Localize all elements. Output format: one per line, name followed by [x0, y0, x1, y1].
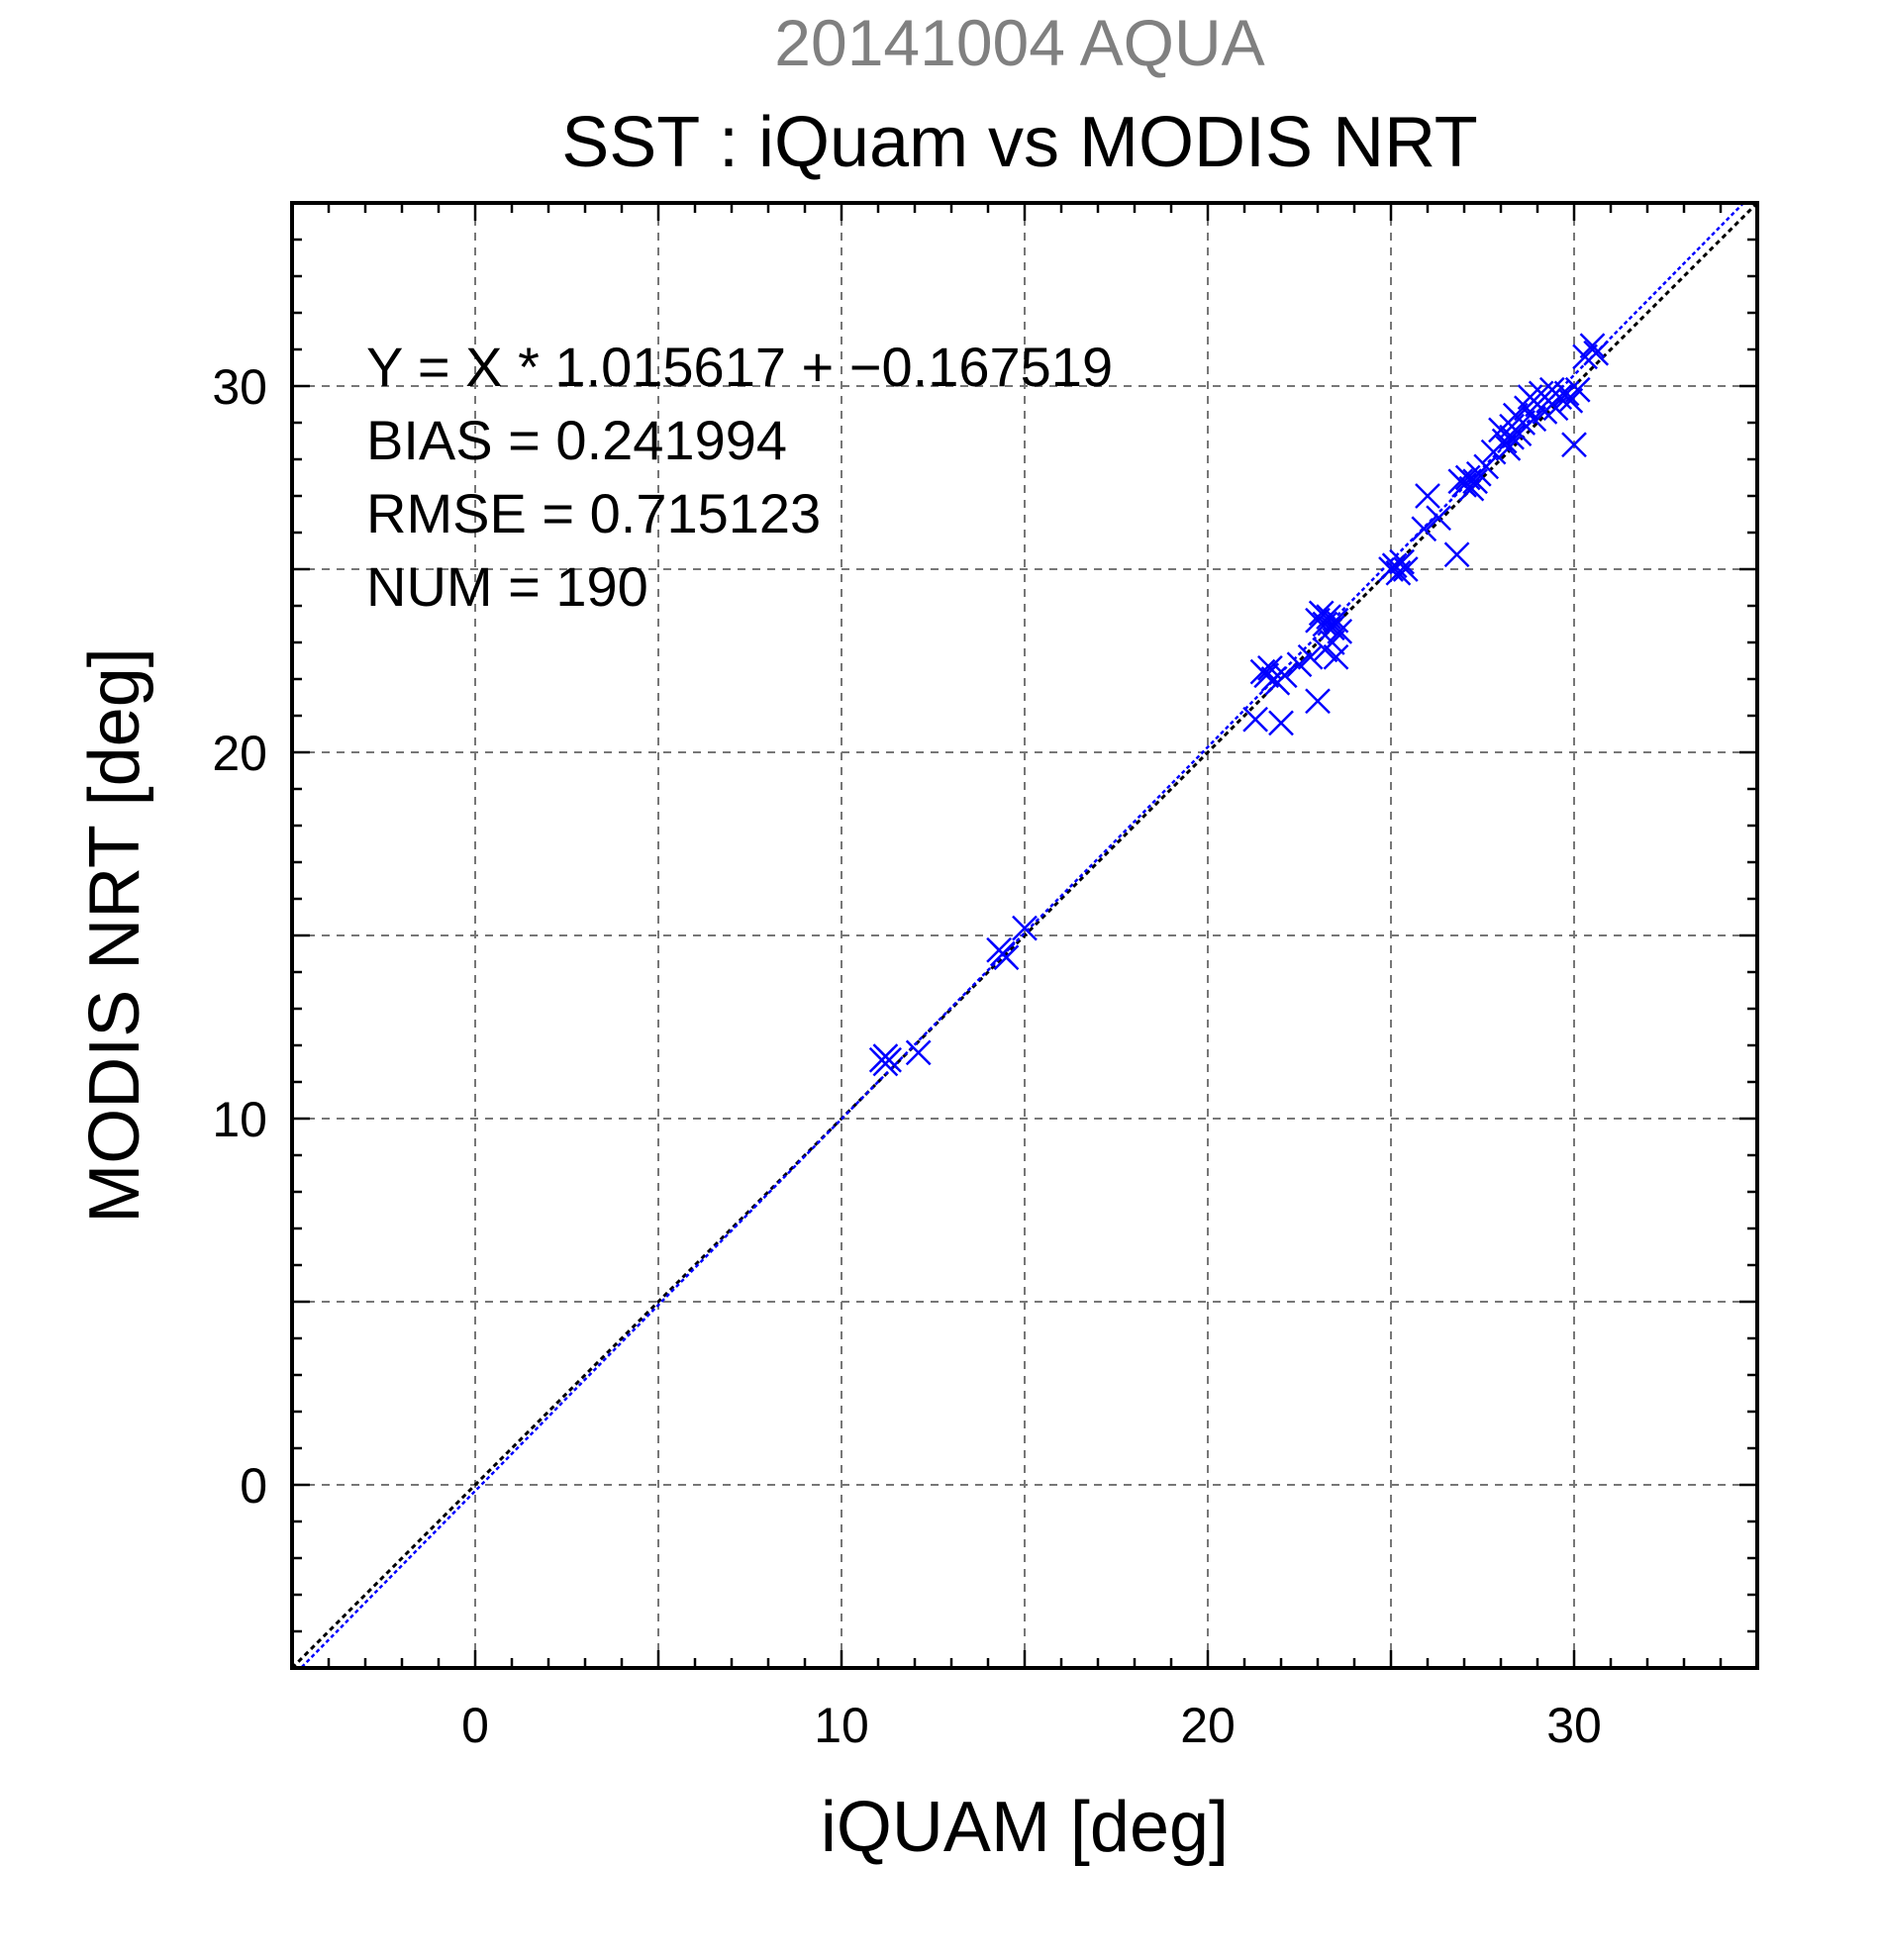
data-point	[1411, 516, 1437, 542]
data-point	[1327, 619, 1353, 644]
data-points	[868, 333, 1610, 1077]
identity-line	[292, 203, 1757, 1668]
data-point	[1319, 630, 1345, 655]
data-point	[1297, 643, 1324, 670]
stats-block: Y = X * 1.015617 + −0.167519 BIAS = 0.24…	[366, 336, 1113, 618]
stat-num: NUM = 190	[366, 555, 648, 618]
data-point	[1286, 651, 1313, 678]
x-axis-label: iQUAM [deg]	[821, 1788, 1229, 1867]
y-tick-label: 0	[240, 1458, 267, 1514]
x-tick-label: 20	[1180, 1698, 1236, 1753]
data-point	[1557, 387, 1584, 414]
data-point	[1561, 432, 1587, 458]
x-tick-label: 0	[461, 1698, 489, 1753]
data-point	[1443, 541, 1470, 568]
data-point	[1564, 376, 1591, 403]
plot-frame	[290, 201, 1759, 1670]
data-point	[905, 1039, 932, 1066]
chart-title: SST : iQuam vs MODIS NRT	[561, 103, 1478, 182]
y-tick-label: 10	[212, 1092, 267, 1147]
data-point	[872, 1043, 899, 1069]
data-point	[1305, 688, 1331, 715]
data-point	[993, 944, 1020, 971]
data-point	[1458, 475, 1485, 502]
y-axis-label: MODIS NRT [deg]	[75, 647, 154, 1224]
data-point	[1415, 483, 1440, 509]
data-point	[1426, 505, 1451, 532]
stat-regression: Y = X * 1.015617 + −0.167519	[366, 336, 1113, 398]
data-point	[1583, 340, 1610, 366]
data-point	[1323, 643, 1349, 670]
data-point	[1389, 548, 1415, 575]
tick-labels: 0 10 20 30 0 10 20 30	[212, 359, 1601, 1753]
x-tick-label: 10	[814, 1698, 869, 1753]
chart-supertitle: 20141004 AQUA	[774, 6, 1264, 79]
data-point	[1271, 662, 1298, 689]
x-tick-label: 30	[1546, 1698, 1602, 1753]
y-tick-label: 30	[212, 359, 267, 415]
stat-bias: BIAS = 0.241994	[366, 409, 787, 471]
data-point	[1521, 406, 1547, 433]
stat-rmse: RMSE = 0.715123	[366, 482, 821, 544]
data-point	[1012, 915, 1038, 941]
data-point	[1392, 556, 1419, 582]
data-point	[1579, 333, 1606, 359]
y-tick-label: 20	[212, 726, 267, 781]
data-point	[1268, 710, 1294, 736]
data-point	[1473, 453, 1500, 480]
data-point	[1462, 468, 1488, 495]
data-point	[1242, 706, 1268, 733]
data-point	[1253, 662, 1280, 689]
data-point	[1499, 424, 1525, 450]
